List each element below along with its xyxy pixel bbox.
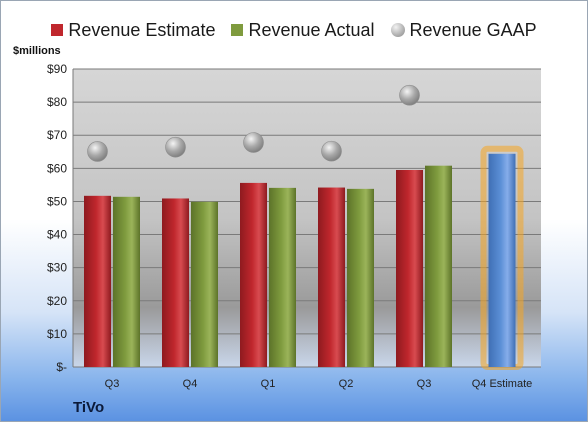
x-tick-label: Q4	[183, 378, 198, 390]
bar-revenue-estimate	[318, 187, 345, 367]
y-tick-label: $80	[47, 95, 67, 109]
legend-item-estimate: Revenue Estimate	[51, 20, 215, 41]
bar-revenue-estimate	[396, 169, 423, 367]
x-tick-label: Q2	[339, 378, 354, 390]
x-tick-label: Q3	[105, 378, 120, 390]
y-tick-label: $70	[47, 128, 67, 142]
point-revenue-gaap	[399, 84, 420, 106]
legend-label-gaap: Revenue GAAP	[409, 19, 537, 40]
y-tick-label: $30	[47, 261, 67, 275]
legend: Revenue Estimate Revenue Actual Revenue …	[1, 17, 587, 43]
bar-revenue-estimate	[84, 195, 111, 367]
legend-label-actual: Revenue Actual	[248, 19, 375, 40]
legend-item-actual: Revenue Actual	[231, 19, 375, 41]
bar-revenue-actual	[425, 165, 452, 367]
y-tick-label: $90	[47, 62, 67, 76]
y-tick-label: $40	[47, 228, 67, 242]
point-revenue-gaap	[87, 141, 108, 162]
point-revenue-gaap	[321, 140, 342, 162]
bar-revenue-estimate	[162, 198, 189, 367]
point-revenue-gaap	[243, 132, 264, 153]
bar-revenue-actual	[347, 188, 374, 367]
legend-label-estimate: Revenue Estimate	[68, 19, 216, 40]
bar-estimate-forecast	[488, 153, 516, 367]
x-tick-label: Q4 Estimate	[472, 378, 533, 390]
point-revenue-gaap	[165, 136, 186, 158]
y-tick-label: $-	[56, 360, 67, 374]
legend-swatch-actual	[231, 24, 244, 36]
y-tick-label: $20	[47, 294, 67, 308]
y-tick-label: $10	[47, 327, 67, 341]
bar-revenue-estimate	[240, 182, 267, 367]
legend-marker-gaap	[390, 23, 405, 37]
bar-revenue-actual	[191, 201, 218, 367]
y-tick-label: $50	[47, 194, 67, 208]
x-tick-label: Q3	[417, 378, 432, 390]
bar-revenue-actual	[269, 187, 296, 367]
company-label: TiVo	[73, 399, 105, 416]
legend-item-gaap: Revenue GAAP	[390, 19, 537, 41]
bar-revenue-actual	[113, 196, 140, 367]
plot-background	[73, 69, 541, 367]
y-axis-unit-label: $millions	[13, 45, 61, 57]
y-tick-label: $60	[47, 161, 67, 175]
x-tick-label: Q1	[261, 378, 276, 390]
legend-swatch-estimate	[51, 24, 64, 36]
